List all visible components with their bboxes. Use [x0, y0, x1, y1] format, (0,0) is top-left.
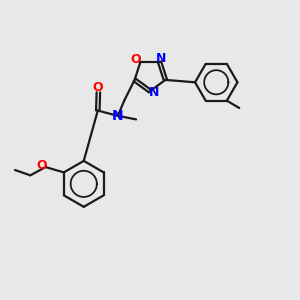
Text: O: O: [92, 81, 103, 94]
Text: N: N: [156, 52, 166, 65]
Text: O: O: [131, 53, 141, 66]
Text: O: O: [37, 159, 47, 172]
Text: N: N: [112, 109, 124, 123]
Text: N: N: [149, 86, 160, 99]
